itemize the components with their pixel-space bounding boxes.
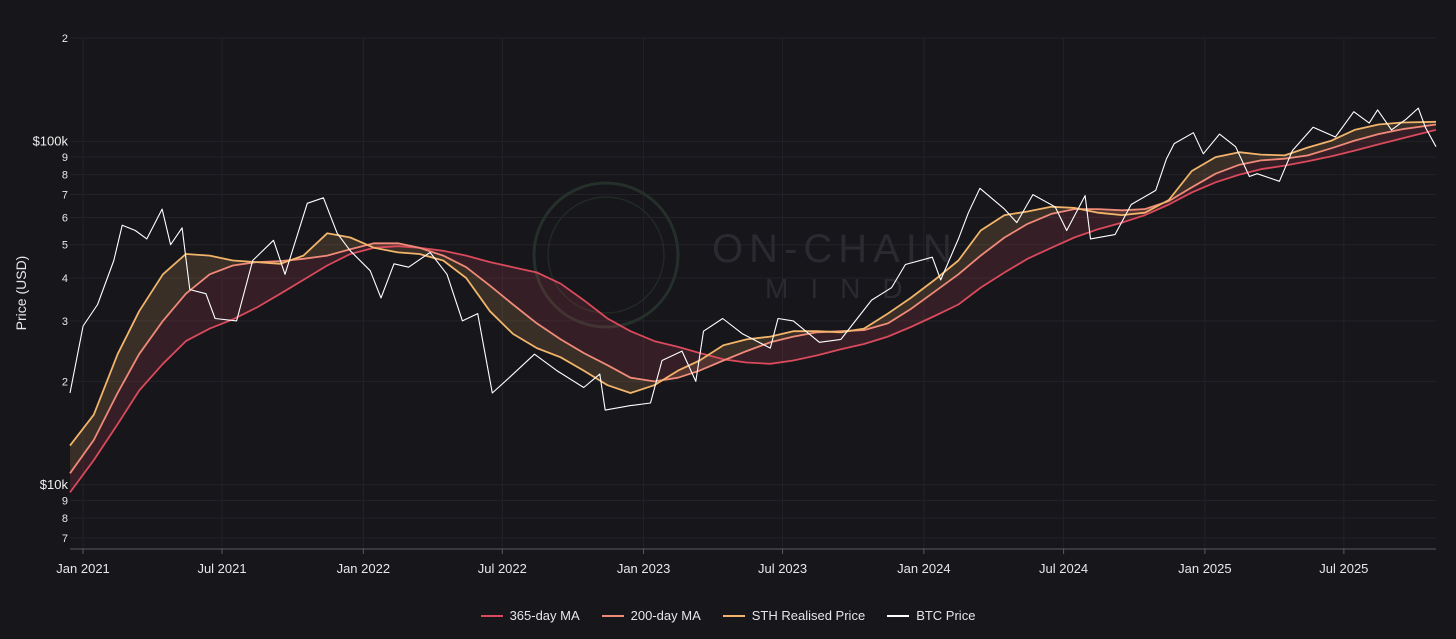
series-line-200-day-ma <box>69 123 1437 474</box>
watermark-text-top: ON-CHAIN <box>712 227 958 271</box>
y-axis-title: Price (USD) <box>13 256 29 331</box>
y-tick-label: 4 <box>62 273 68 285</box>
legend-item[interactable]: 365-day MA <box>480 608 580 623</box>
y-ticks: 7 8 9 $10k 2 3 4 5 6 7 8 9 $100k 2 <box>33 33 69 545</box>
legend-label: STH Realised Price <box>751 608 866 623</box>
y-tick-label: 2 <box>62 33 68 45</box>
x-tick-label: Jul 2024 <box>1039 561 1088 576</box>
x-tick-label: Jan 2021 <box>56 561 110 576</box>
band-fill <box>70 124 1436 493</box>
x-tick-label: Jan 2022 <box>337 561 391 576</box>
legend-swatch <box>722 614 745 617</box>
legend-swatch <box>480 614 503 617</box>
x-tick-label: Jan 2023 <box>617 561 671 576</box>
legend-swatch <box>887 614 910 617</box>
series-line-sth-realised-price <box>69 120 1437 447</box>
y-tick-label: 9 <box>62 152 68 164</box>
y-tick-label: 8 <box>62 513 68 525</box>
y-tick-label: 8 <box>62 170 68 182</box>
series-lines <box>69 107 1437 493</box>
watermark-circle <box>532 181 680 329</box>
x-tick-label: Jan 2024 <box>897 561 951 576</box>
legend-item[interactable]: 200-day MA <box>601 608 701 623</box>
x-tick-label: Jan 2025 <box>1178 561 1232 576</box>
watermark-logo: ON-CHAIN MIND <box>532 181 958 329</box>
y-tick-label: 7 <box>62 533 68 545</box>
watermark-text-bottom: MIND <box>765 273 925 304</box>
grid <box>70 37 1436 549</box>
series-line-btc-price <box>69 107 1437 411</box>
x-ticks: Jan 2021 Jul 2021 Jan 2022 Jul 2022 Jan 2023… <box>56 549 1368 576</box>
legend: 365-day MA 200-day MA STH Realised Price BT… <box>0 608 1456 623</box>
legend-swatch <box>601 614 624 617</box>
y-tick-label: 7 <box>62 190 68 202</box>
y-tick-label: 6 <box>62 213 68 225</box>
y-tick-label: $10k <box>40 477 69 492</box>
y-tick-label: $100k <box>33 133 69 148</box>
x-tick-label: Jul 2025 <box>1319 561 1368 576</box>
legend-label: 200-day MA <box>630 608 701 623</box>
y-tick-label: 3 <box>62 316 68 328</box>
legend-item[interactable]: BTC Price <box>887 608 975 623</box>
y-tick-label: 9 <box>62 495 68 507</box>
y-tick-label: 5 <box>62 240 68 252</box>
x-tick-label: Jul 2022 <box>478 561 527 576</box>
legend-label: BTC Price <box>916 608 976 623</box>
x-tick-label: Jul 2021 <box>197 561 246 576</box>
watermark-inner-circle <box>547 196 665 314</box>
y-tick-label: 2 <box>62 376 68 388</box>
legend-item[interactable]: STH Realised Price <box>722 608 866 623</box>
x-tick-label: Jul 2023 <box>758 561 807 576</box>
series-line-365-day-ma <box>69 129 1437 493</box>
legend-label: 365-day MA <box>509 608 580 623</box>
